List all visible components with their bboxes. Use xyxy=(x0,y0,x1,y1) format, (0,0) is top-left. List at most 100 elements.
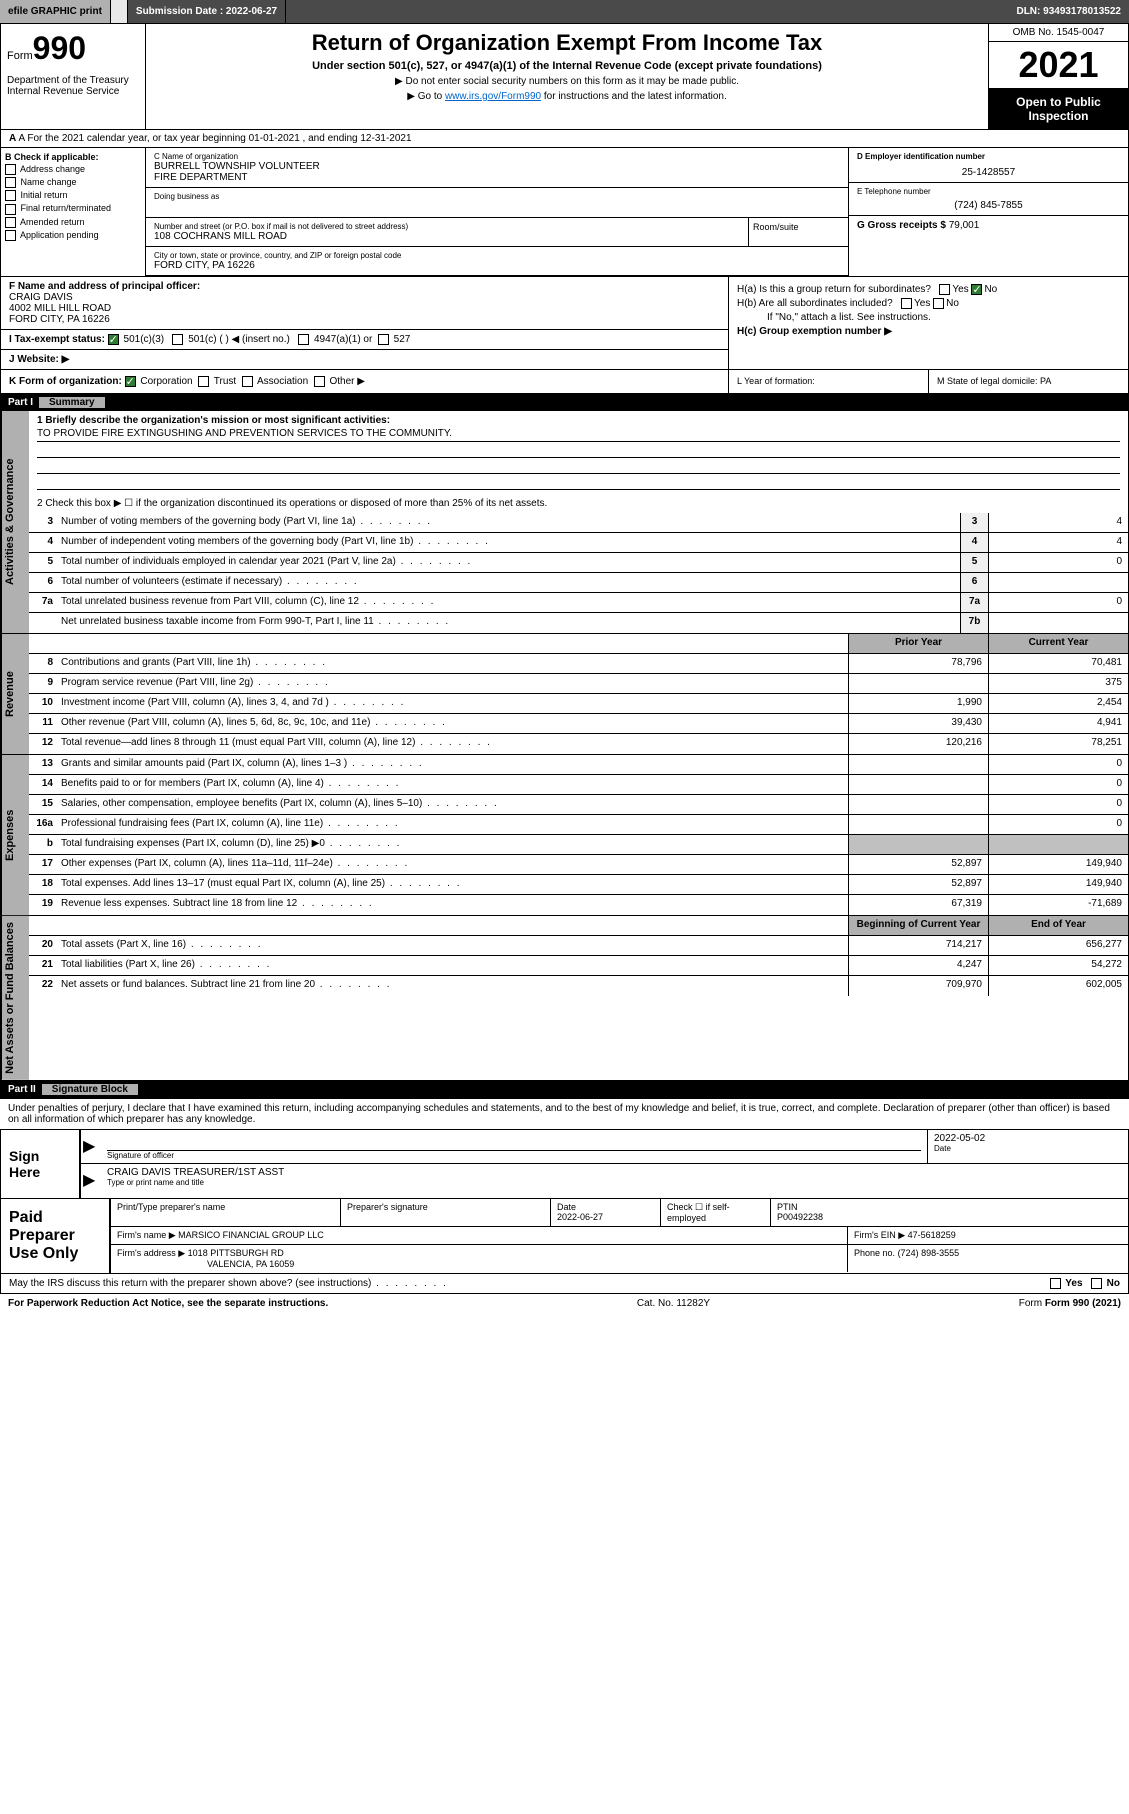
chk-4947[interactable] xyxy=(298,334,309,345)
chk-501c[interactable] xyxy=(172,334,183,345)
dept-label: Department of the Treasury Internal Reve… xyxy=(7,67,139,97)
data-line: 9Program service revenue (Part VIII, lin… xyxy=(29,674,1128,694)
revenue-section: Revenue Prior Year Current Year 8Contrib… xyxy=(0,634,1129,755)
data-line: 10Investment income (Part VIII, column (… xyxy=(29,694,1128,714)
h-a: H(a) Is this a group return for subordin… xyxy=(737,284,1120,295)
topbar-spacer xyxy=(286,0,1008,23)
tab-governance: Activities & Governance xyxy=(1,411,29,633)
data-line: 13Grants and similar amounts paid (Part … xyxy=(29,755,1128,775)
gov-line: 3Number of voting members of the governi… xyxy=(29,513,1128,533)
data-line: bTotal fundraising expenses (Part IX, co… xyxy=(29,835,1128,855)
part2-header: Part II Signature Block xyxy=(0,1081,1129,1098)
gov-line: Net unrelated business taxable income fr… xyxy=(29,613,1128,633)
website-row: J Website: ▶ xyxy=(1,350,728,369)
data-line: 16aProfessional fundraising fees (Part I… xyxy=(29,815,1128,835)
org-name-cell: C Name of organization BURRELL TOWNSHIP … xyxy=(146,148,848,188)
chk-pending[interactable]: Application pending xyxy=(5,230,141,241)
h-b: H(b) Are all subordinates included? Yes … xyxy=(737,298,1120,309)
row-k: K Form of organization: Corporation Trus… xyxy=(0,370,1129,394)
sign-here-block: Sign Here ▶ Signature of officer 2022-05… xyxy=(0,1129,1129,1199)
data-line: 21Total liabilities (Part X, line 26)4,2… xyxy=(29,956,1128,976)
gross-cell: G Gross receipts $ 79,001 xyxy=(849,216,1128,235)
chk-irs-yes[interactable] xyxy=(1050,1278,1061,1289)
data-line: 8Contributions and grants (Part VIII, li… xyxy=(29,654,1128,674)
chk-amended[interactable]: Amended return xyxy=(5,217,141,228)
tab-netassets: Net Assets or Fund Balances xyxy=(1,916,29,1080)
chk-527[interactable] xyxy=(378,334,389,345)
paid-prep-label: Paid Preparer Use Only xyxy=(1,1199,111,1273)
data-line: 18Total expenses. Add lines 13–17 (must … xyxy=(29,875,1128,895)
chk-address[interactable]: Address change xyxy=(5,164,141,175)
gov-line: 4Number of independent voting members of… xyxy=(29,533,1128,553)
part1-header: Part I Summary xyxy=(0,394,1129,411)
officer-cell: F Name and address of principal officer:… xyxy=(1,277,728,330)
data-line: 15Salaries, other compensation, employee… xyxy=(29,795,1128,815)
col-b-checkboxes: B Check if applicable: Address change Na… xyxy=(1,148,146,276)
gov-line: 5Total number of individuals employed in… xyxy=(29,553,1128,573)
note-link: ▶ Go to www.irs.gov/Form990 for instruct… xyxy=(152,91,982,102)
mission-text: TO PROVIDE FIRE EXTINGUSHING AND PREVENT… xyxy=(37,428,1120,442)
submission-date: Submission Date : 2022-06-27 xyxy=(128,0,286,23)
mission-block: 1 Briefly describe the organization's mi… xyxy=(29,411,1128,513)
public-inspection: Open to Public Inspection xyxy=(989,89,1128,129)
note-ssn: ▶ Do not enter social security numbers o… xyxy=(152,76,982,87)
year-formation: L Year of formation: xyxy=(728,370,928,393)
paid-preparer-block: Paid Preparer Use Only Print/Type prepar… xyxy=(0,1199,1129,1274)
form-title: Return of Organization Exempt From Incom… xyxy=(152,30,982,56)
chk-501c3[interactable] xyxy=(108,334,119,345)
chk-final[interactable]: Final return/terminated xyxy=(5,203,141,214)
governance-section: Activities & Governance 1 Briefly descri… xyxy=(0,411,1129,634)
dba-cell: Doing business as xyxy=(146,188,848,218)
tax-year: 2021 xyxy=(989,42,1128,89)
chk-initial[interactable]: Initial return xyxy=(5,190,141,201)
col-header-row: Prior Year Current Year xyxy=(29,634,1128,654)
data-line: 12Total revenue—add lines 8 through 11 (… xyxy=(29,734,1128,754)
city-cell: City or town, state or province, country… xyxy=(146,247,848,276)
chk-trust[interactable] xyxy=(198,376,209,387)
room-cell: Room/suite xyxy=(748,218,848,247)
h-b-note: If "No," attach a list. See instructions… xyxy=(737,312,1120,323)
may-irs-row: May the IRS discuss this return with the… xyxy=(0,1274,1129,1294)
sig-arrow-icon: ▶ xyxy=(81,1164,101,1196)
data-line: 11Other revenue (Part VIII, column (A), … xyxy=(29,714,1128,734)
chk-corp[interactable] xyxy=(125,376,136,387)
chk-other[interactable] xyxy=(314,376,325,387)
h-c: H(c) Group exemption number ▶ xyxy=(737,326,1120,337)
form-subtitle: Under section 501(c), 527, or 4947(a)(1)… xyxy=(152,60,982,72)
chk-assoc[interactable] xyxy=(242,376,253,387)
data-line: 17Other expenses (Part IX, column (A), l… xyxy=(29,855,1128,875)
line2: 2 Check this box ▶ ☐ if the organization… xyxy=(37,498,1120,509)
netassets-section: Net Assets or Fund Balances Beginning of… xyxy=(0,916,1129,1081)
form-number: Form990 xyxy=(7,30,139,67)
street-cell: Number and street (or P.O. box if mail i… xyxy=(146,218,748,247)
street-address: 108 COCHRANS MILL ROAD xyxy=(154,231,740,242)
state-domicile: M State of legal domicile: PA xyxy=(928,370,1128,393)
tab-revenue: Revenue xyxy=(1,634,29,754)
form-header: Form990 Department of the Treasury Inter… xyxy=(0,24,1129,130)
top-bar: efile GRAPHIC print Submission Date : 20… xyxy=(0,0,1129,24)
data-line: 19Revenue less expenses. Subtract line 1… xyxy=(29,895,1128,915)
tab-expenses: Expenses xyxy=(1,755,29,915)
gov-line: 7aTotal unrelated business revenue from … xyxy=(29,593,1128,613)
sign-here-label: Sign Here xyxy=(1,1130,81,1198)
row-a-period: A A For the 2021 calendar year, or tax y… xyxy=(0,130,1129,148)
chk-name[interactable]: Name change xyxy=(5,177,141,188)
section-fgh: F Name and address of principal officer:… xyxy=(0,277,1129,370)
data-line: 22Net assets or fund balances. Subtract … xyxy=(29,976,1128,996)
omb-number: OMB No. 1545-0047 xyxy=(989,24,1128,42)
section-bcd: B Check if applicable: Address change Na… xyxy=(0,148,1129,277)
chk-irs-no[interactable] xyxy=(1091,1278,1102,1289)
phone-value: (724) 845-7855 xyxy=(857,196,1120,211)
ein-cell: D Employer identification number 25-1428… xyxy=(849,148,1128,183)
data-line: 20Total assets (Part X, line 16)714,2176… xyxy=(29,936,1128,956)
sig-arrow-icon: ▶ xyxy=(81,1130,101,1163)
efile-label: efile GRAPHIC print xyxy=(0,0,111,23)
irs-link[interactable]: www.irs.gov/Form990 xyxy=(445,91,541,102)
jurat-text: Under penalties of perjury, I declare th… xyxy=(0,1098,1129,1129)
gov-line: 6Total number of volunteers (estimate if… xyxy=(29,573,1128,593)
gross-value: 79,001 xyxy=(949,220,980,231)
dln-label: DLN: 93493178013522 xyxy=(1008,0,1129,23)
officer-name: CRAIG DAVIS TREASURER/1ST ASST xyxy=(107,1167,1122,1178)
org-name: BURRELL TOWNSHIP VOLUNTEER FIRE DEPARTME… xyxy=(154,161,840,183)
print-button[interactable] xyxy=(111,0,128,23)
